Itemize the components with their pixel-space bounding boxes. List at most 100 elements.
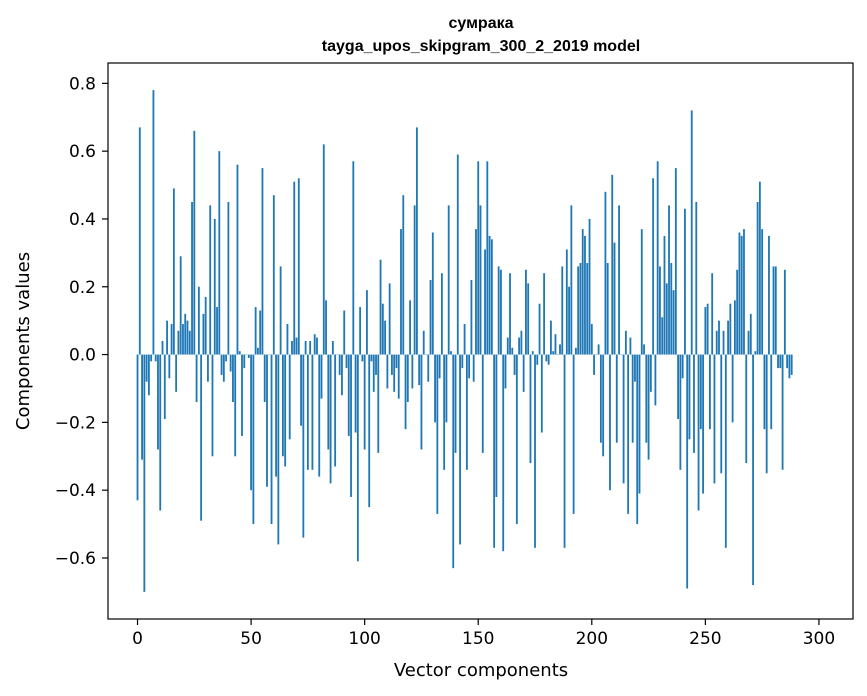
- bar-4: [145, 354, 148, 382]
- bar-110: [386, 354, 389, 389]
- bar-89: [338, 354, 341, 375]
- bar-162: [504, 354, 507, 389]
- bar-219: [634, 354, 636, 382]
- bar-204: [599, 354, 602, 443]
- y-tick-label: −0.6: [55, 549, 96, 569]
- y-tick-label: −0.2: [55, 413, 96, 433]
- bar-130: [431, 232, 434, 355]
- bar-212: [618, 205, 620, 355]
- bar-85: [329, 354, 332, 484]
- bar-283: [779, 354, 782, 369]
- bar-220: [636, 354, 639, 525]
- bar-269: [747, 330, 750, 355]
- bar-57: [266, 354, 268, 487]
- bar-260: [727, 320, 729, 355]
- bar-52: [254, 307, 257, 355]
- bar-223: [643, 344, 645, 355]
- bar-178: [540, 354, 543, 433]
- bar-117: [402, 195, 405, 355]
- y-tick-label: 0.8: [69, 74, 96, 94]
- y-axis-ticks: −0.6 −0.4 −0.2 0.0 0.2 0.4 0.6 0.8: [55, 74, 108, 569]
- bar-151: [479, 205, 482, 355]
- bar-145: [465, 354, 468, 470]
- bar-44: [236, 164, 239, 355]
- bar-201: [593, 354, 595, 375]
- bar-288: [790, 354, 793, 375]
- bar-121: [411, 354, 414, 389]
- bar-244: [690, 110, 693, 355]
- bar-46: [241, 354, 243, 436]
- bar-203: [597, 344, 600, 355]
- bar-285: [783, 269, 786, 355]
- bar-267: [743, 229, 745, 355]
- bar-270: [749, 313, 752, 355]
- bar-144: [463, 324, 466, 355]
- x-tick-label: 200: [576, 629, 608, 649]
- bar-29: [202, 313, 205, 355]
- bar-228: [654, 354, 657, 406]
- bar-79: [316, 337, 318, 355]
- bar-231: [661, 317, 664, 355]
- bar-263: [733, 300, 736, 355]
- bar-129: [429, 279, 432, 355]
- y-tick-label: 0.2: [69, 278, 96, 298]
- bar-157: [493, 354, 496, 548]
- bar-146: [468, 354, 471, 379]
- bar-188: [563, 354, 566, 548]
- bar-180: [545, 354, 548, 362]
- bar-28: [200, 354, 203, 521]
- bar-196: [581, 229, 584, 355]
- bar-124: [418, 354, 421, 386]
- bar-137: [447, 205, 450, 355]
- bar-141: [456, 154, 459, 355]
- bar-2: [141, 354, 143, 460]
- bar-33: [211, 354, 214, 457]
- x-tick-label: 50: [240, 629, 262, 649]
- bar-1: [138, 127, 141, 355]
- y-tick-label: 0.4: [69, 210, 96, 230]
- bar-120: [409, 300, 411, 355]
- bar-30: [204, 296, 207, 355]
- bar-19: [179, 256, 182, 355]
- bar-210: [613, 242, 616, 355]
- bar-149: [475, 229, 477, 355]
- bar-152: [481, 354, 484, 453]
- bar-66: [286, 324, 289, 355]
- bar-6: [150, 354, 153, 362]
- bar-227: [652, 178, 655, 355]
- bar-287: [788, 354, 791, 379]
- bar-266: [740, 235, 743, 355]
- bar-102: [368, 354, 371, 508]
- bar-186: [559, 344, 561, 355]
- bar-90: [341, 354, 343, 396]
- bar-99: [361, 354, 364, 362]
- bar-20: [182, 324, 184, 355]
- bar-32: [209, 205, 212, 355]
- bar-243: [688, 354, 691, 440]
- bar-74: [304, 341, 307, 355]
- bar-31: [207, 354, 209, 382]
- bar-71: [297, 178, 300, 355]
- bar-36: [218, 151, 221, 355]
- bar-199: [588, 218, 591, 355]
- bar-133: [438, 354, 441, 379]
- bar-251: [706, 303, 709, 355]
- bar-40: [227, 202, 230, 355]
- bar-81: [320, 354, 323, 399]
- bar-239: [679, 354, 682, 470]
- x-tick-label: 250: [689, 629, 721, 649]
- bar-155: [488, 235, 491, 355]
- bar-125: [420, 354, 423, 450]
- bar-41: [229, 354, 232, 372]
- bar-153: [484, 249, 486, 355]
- bar-136: [445, 354, 448, 423]
- bar-87: [334, 354, 337, 467]
- bar-159: [497, 266, 500, 355]
- bar-274: [758, 181, 761, 355]
- bar-197: [584, 235, 586, 355]
- bar-123: [415, 127, 418, 355]
- bars-group: [136, 90, 793, 592]
- bar-106: [377, 354, 380, 453]
- y-tick-label: 0.6: [69, 142, 96, 162]
- bar-43: [234, 354, 237, 457]
